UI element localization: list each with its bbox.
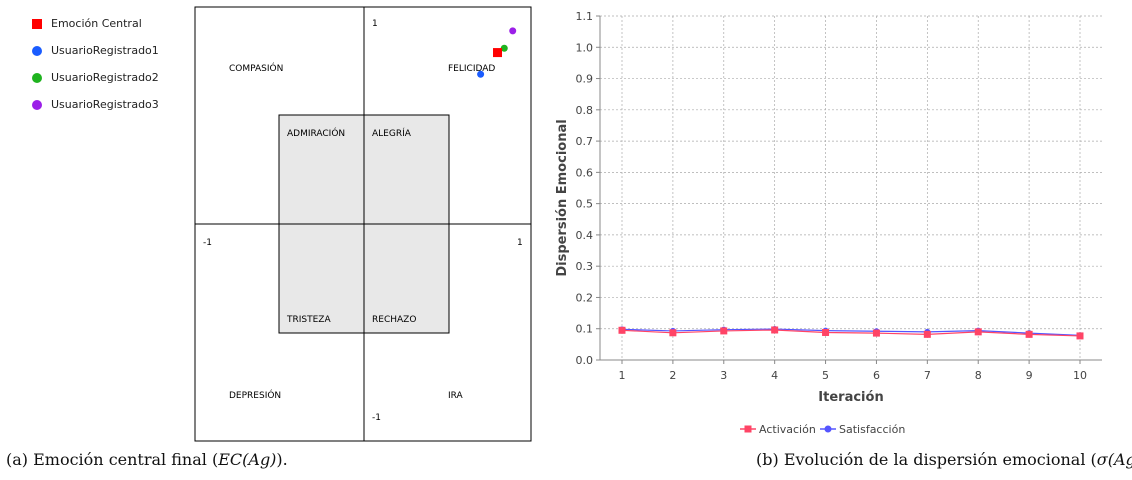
- y-tick-label: 0.8: [576, 104, 594, 117]
- axis-label-x-min: -1: [203, 238, 212, 248]
- region-label-rechazo: RECHAZO: [372, 315, 416, 325]
- point-usuarioregistrado2: [500, 44, 508, 52]
- caption-a-suffix: ).: [276, 450, 288, 469]
- caption-a: (a) Emoción central final (EC(Ag)).: [6, 450, 288, 469]
- y-tick-label: 0.2: [576, 291, 594, 304]
- y-tick-label: 0.4: [576, 229, 594, 242]
- point-activacion: [618, 326, 626, 334]
- point-satisfaccion: [975, 327, 982, 334]
- region-label-depresion: DEPRESIÓN: [229, 389, 281, 401]
- region-label-tristeza: TRISTEZA: [286, 315, 331, 325]
- point-activacion: [1025, 330, 1033, 338]
- caption-a-prefix: (a) Emoción central final (: [6, 450, 219, 469]
- x-tick-label: 7: [924, 369, 931, 382]
- point-satisfaccion: [720, 326, 727, 333]
- point-activacion: [771, 326, 779, 334]
- region-label-admiracion: ADMIRACIÓN: [287, 127, 345, 139]
- point-satisfaccion: [1026, 330, 1033, 337]
- point-satisfaccion: [924, 328, 931, 335]
- x-tick-label: 4: [771, 369, 778, 382]
- legend-label: Emoción Central: [51, 17, 142, 30]
- legend-item-usuario2: UsuarioRegistrado2: [32, 64, 159, 91]
- x-tick-label: 3: [720, 369, 727, 382]
- legend-label-activacion: Activación: [759, 423, 816, 436]
- y-tick-label: 0.9: [576, 73, 594, 86]
- caption-b-prefix: (b) Evolución de la dispersión emocional…: [756, 450, 1097, 469]
- axis-label-y-min: -1: [372, 413, 381, 423]
- axis-label-y-max: 1: [372, 19, 378, 29]
- legend-marker-circle: [32, 99, 42, 110]
- y-tick-label: 0.5: [576, 198, 594, 211]
- x-tick-label: 9: [1026, 369, 1033, 382]
- series-line-satisfaccion: [621, 328, 1081, 336]
- x-axis-title: Iteración: [818, 390, 883, 405]
- point-activacion: [923, 330, 931, 338]
- legend-label: UsuarioRegistrado2: [51, 71, 159, 84]
- point-activacion: [974, 328, 982, 336]
- chart-b-legend: Activación Satisfacción: [740, 423, 905, 436]
- legend-item-usuario3: UsuarioRegistrado3: [32, 91, 159, 118]
- point-satisfaccion: [771, 326, 778, 333]
- y-tick-label: 1.1: [576, 10, 594, 23]
- point-activacion: [1076, 332, 1084, 340]
- y-tick-label: 0.3: [576, 260, 594, 273]
- point-usuarioregistrado3: [509, 27, 517, 35]
- point-satisfaccion: [1077, 332, 1083, 339]
- point-activacion: [669, 329, 677, 337]
- legend-label: UsuarioRegistrado1: [51, 44, 159, 57]
- legend-label: UsuarioRegistrado3: [51, 98, 159, 111]
- point-satisfaccion: [873, 328, 880, 335]
- region-label-compasion: COMPASIÓN: [229, 62, 283, 74]
- chart-a-points: [477, 27, 517, 78]
- y-ticks: 0.0 0.1 0.2 0.3 0.4 0.5 0.6 0.7 0.8 0.9 1.0 1.1: [576, 10, 600, 367]
- x-tick-label: 6: [873, 369, 880, 382]
- caption-b: (b) Evolución de la dispersión emocional…: [756, 450, 1132, 469]
- legend-item-emocion-central: Emoción Central: [32, 10, 159, 37]
- y-tick-label: 0.6: [576, 166, 594, 179]
- x-tick-label: 2: [669, 369, 676, 382]
- x-tick-label: 8: [975, 369, 982, 382]
- series-line-activacion: [621, 329, 1081, 337]
- point-usuarioregistrado1: [477, 70, 485, 78]
- y-tick-label: 0.0: [576, 354, 594, 367]
- legend-marker-circle: [32, 45, 42, 56]
- legend-item-usuario1: UsuarioRegistrado1: [32, 37, 159, 64]
- x-tick-label: 10: [1073, 369, 1087, 382]
- x-tick-label: 5: [822, 369, 829, 382]
- legend-marker-activacion: [744, 425, 752, 433]
- chart-a-legend: Emoción Central UsuarioRegistrado1 Usuar…: [32, 10, 159, 118]
- point-satisfaccion: [669, 327, 676, 334]
- caption-a-math: EC(Ag): [218, 450, 277, 469]
- y-tick-label: 0.1: [576, 323, 594, 336]
- point-satisfaccion: [822, 327, 829, 334]
- legend-marker-circle: [32, 72, 42, 83]
- legend-label-satisfaccion: Satisfacción: [839, 423, 905, 436]
- region-label-ira: IRA: [448, 391, 464, 401]
- point-activacion: [720, 327, 728, 335]
- legend-marker-square: [32, 18, 42, 29]
- legend-marker-satisfaccion: [824, 425, 832, 433]
- plot-area: [600, 16, 1102, 360]
- caption-b-math: σ(Ag): [1096, 450, 1132, 469]
- x-ticks: 1 2 3 4 5 6 7 8 9 10: [619, 360, 1087, 382]
- y-axis-title: Dispersión Emocional: [555, 119, 570, 276]
- plane-frame: [194, 6, 532, 442]
- y-tick-label: 0.7: [576, 135, 594, 148]
- y-tick-label: 1.0: [576, 41, 594, 54]
- point-activacion: [822, 328, 830, 336]
- region-label-alegria: ALEGRÍA: [372, 127, 412, 139]
- inner-region-box: [278, 114, 450, 334]
- x-tick-label: 1: [619, 369, 626, 382]
- region-label-felicidad: FELICIDAD: [448, 64, 495, 74]
- point-emocion-central: [493, 48, 503, 58]
- point-activacion: [872, 329, 880, 337]
- axis-label-x-max: 1: [517, 238, 523, 248]
- series-group: [618, 326, 1084, 340]
- point-satisfaccion: [619, 326, 625, 333]
- grid: [600, 15, 1102, 361]
